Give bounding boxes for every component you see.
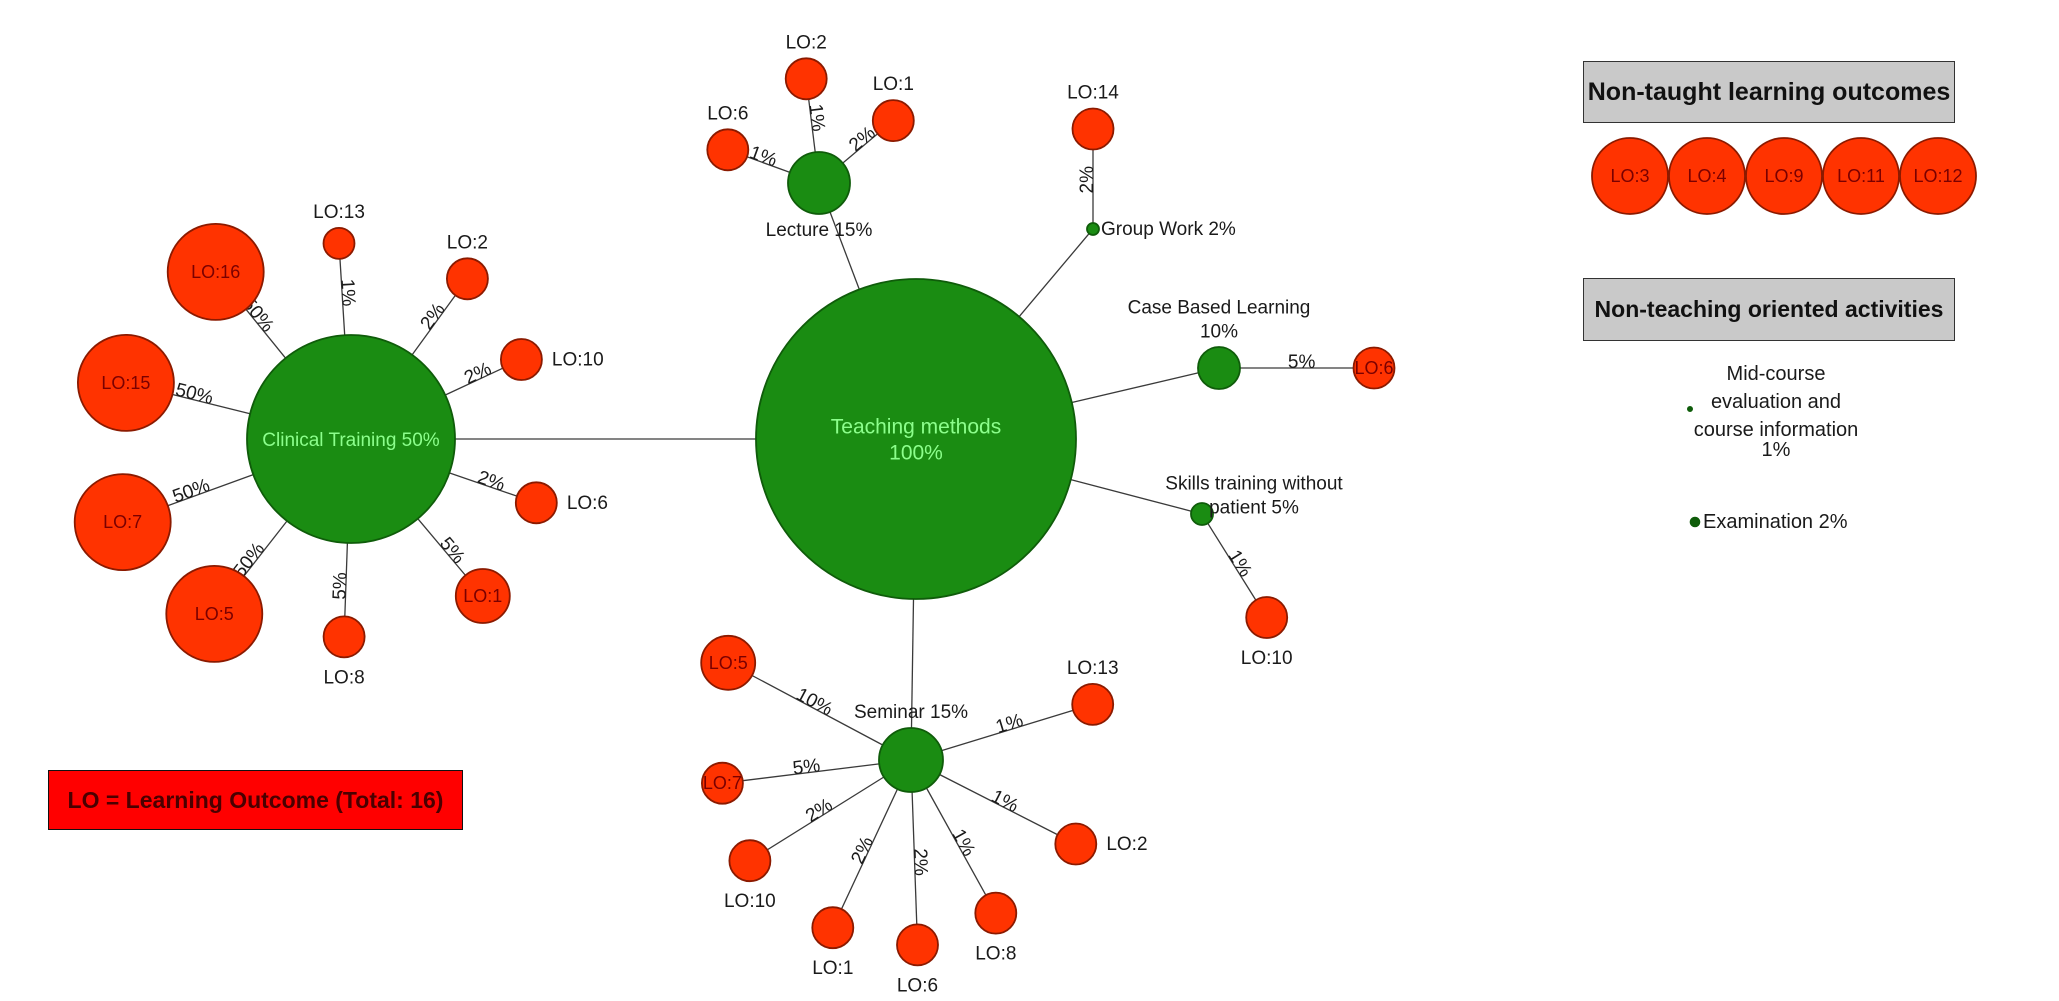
svg-text:course information: course information	[1694, 419, 1859, 441]
svg-text:LO:4: LO:4	[1687, 166, 1726, 186]
svg-text:Mid-course: Mid-course	[1727, 363, 1826, 385]
svg-text:evaluation and: evaluation and	[1711, 391, 1841, 413]
svg-text:Examination 2%: Examination 2%	[1703, 511, 1848, 533]
svg-text:LO:11: LO:11	[1837, 166, 1885, 186]
svg-text:1%: 1%	[1762, 439, 1791, 461]
svg-text:LO:3: LO:3	[1610, 166, 1649, 186]
svg-text:LO:12: LO:12	[1913, 166, 1962, 186]
svg-text:LO:9: LO:9	[1764, 166, 1803, 186]
